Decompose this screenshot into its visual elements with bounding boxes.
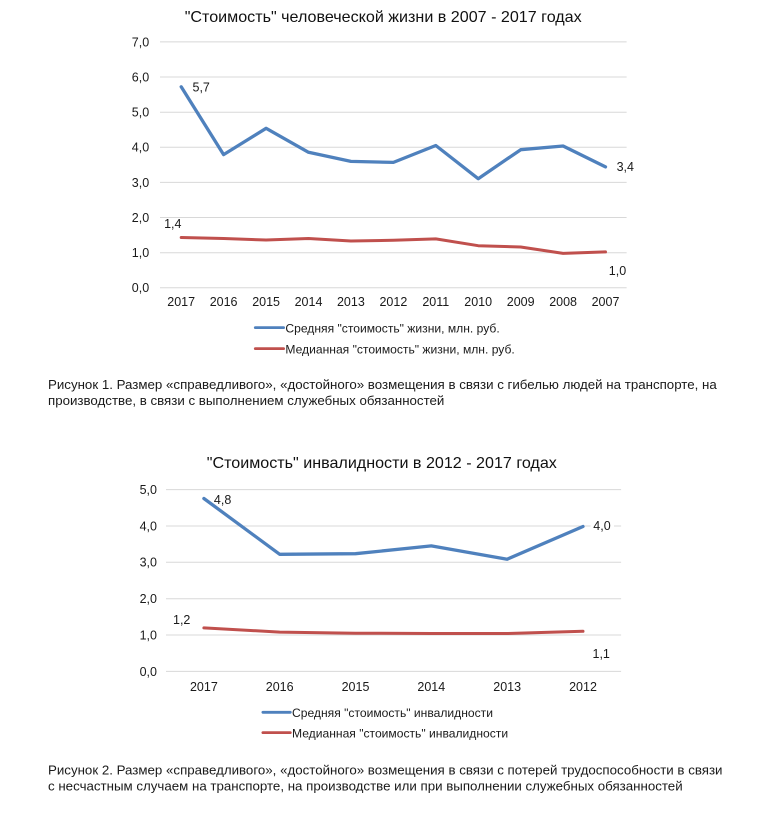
svg-text:3,0: 3,0 — [140, 556, 157, 570]
svg-text:"Стоимость" инвалидности в 201: "Стоимость" инвалидности в 2012 - 2017 г… — [207, 454, 557, 472]
svg-text:2012: 2012 — [569, 680, 597, 694]
svg-text:2011: 2011 — [422, 295, 449, 309]
svg-text:7,0: 7,0 — [132, 35, 149, 49]
svg-text:2,0: 2,0 — [132, 211, 149, 225]
svg-text:1,2: 1,2 — [173, 613, 190, 627]
svg-text:5,7: 5,7 — [193, 81, 210, 95]
svg-text:2013: 2013 — [337, 295, 365, 309]
svg-text:4,0: 4,0 — [140, 519, 157, 533]
svg-text:Медианная "стоимость" жизни, м: Медианная "стоимость" жизни, млн. руб. — [285, 343, 514, 357]
svg-text:6,0: 6,0 — [132, 70, 149, 84]
svg-text:2012: 2012 — [379, 295, 407, 309]
svg-text:4,0: 4,0 — [593, 519, 610, 533]
svg-text:5,0: 5,0 — [140, 483, 157, 497]
svg-text:Средняя "стоимость" инвалиднос: Средняя "стоимость" инвалидности — [292, 706, 493, 720]
svg-text:2009: 2009 — [507, 295, 535, 309]
svg-text:2016: 2016 — [210, 295, 238, 309]
svg-text:2015: 2015 — [252, 295, 280, 309]
svg-text:2017: 2017 — [190, 680, 218, 694]
svg-text:4,0: 4,0 — [132, 141, 149, 155]
svg-text:1,0: 1,0 — [140, 628, 157, 642]
svg-text:2014: 2014 — [417, 680, 445, 694]
svg-text:1,1: 1,1 — [593, 647, 610, 661]
svg-text:1,0: 1,0 — [132, 246, 149, 260]
svg-text:2,0: 2,0 — [140, 592, 157, 606]
svg-text:4,8: 4,8 — [214, 493, 231, 507]
svg-text:1,4: 1,4 — [164, 217, 181, 231]
svg-text:2008: 2008 — [549, 295, 577, 309]
svg-text:2014: 2014 — [295, 295, 323, 309]
svg-text:Рисунок 1. Размер «справедливо: Рисунок 1. Размер «справедливого», «дост… — [48, 377, 717, 392]
svg-text:0,0: 0,0 — [132, 281, 149, 295]
svg-text:"Стоимость" человеческой жизни: "Стоимость" человеческой жизни в 2007 - … — [185, 8, 582, 26]
svg-text:2007: 2007 — [592, 295, 620, 309]
svg-text:2010: 2010 — [464, 295, 492, 309]
svg-text:производстве, в связи с выполн: производстве, в связи с выполнением служ… — [48, 393, 444, 408]
svg-text:2015: 2015 — [342, 680, 370, 694]
svg-text:Рисунок 2. Размер «справедливо: Рисунок 2. Размер «справедливого», «дост… — [48, 762, 722, 777]
svg-text:1,0: 1,0 — [609, 264, 626, 278]
svg-text:2016: 2016 — [266, 680, 294, 694]
svg-text:2017: 2017 — [167, 295, 195, 309]
svg-text:3,4: 3,4 — [617, 160, 634, 174]
svg-text:2013: 2013 — [493, 680, 521, 694]
svg-text:Средняя "стоимость" жизни, млн: Средняя "стоимость" жизни, млн. руб. — [285, 322, 499, 336]
svg-text:5,0: 5,0 — [132, 106, 149, 120]
svg-text:3,0: 3,0 — [132, 176, 149, 190]
svg-text:0,0: 0,0 — [140, 665, 157, 679]
svg-text:с несчастным случаем на трансп: с несчастным случаем на транспорте, на п… — [48, 779, 683, 794]
svg-text:Медианная "стоимость" инвалидн: Медианная "стоимость" инвалидности — [292, 726, 508, 740]
